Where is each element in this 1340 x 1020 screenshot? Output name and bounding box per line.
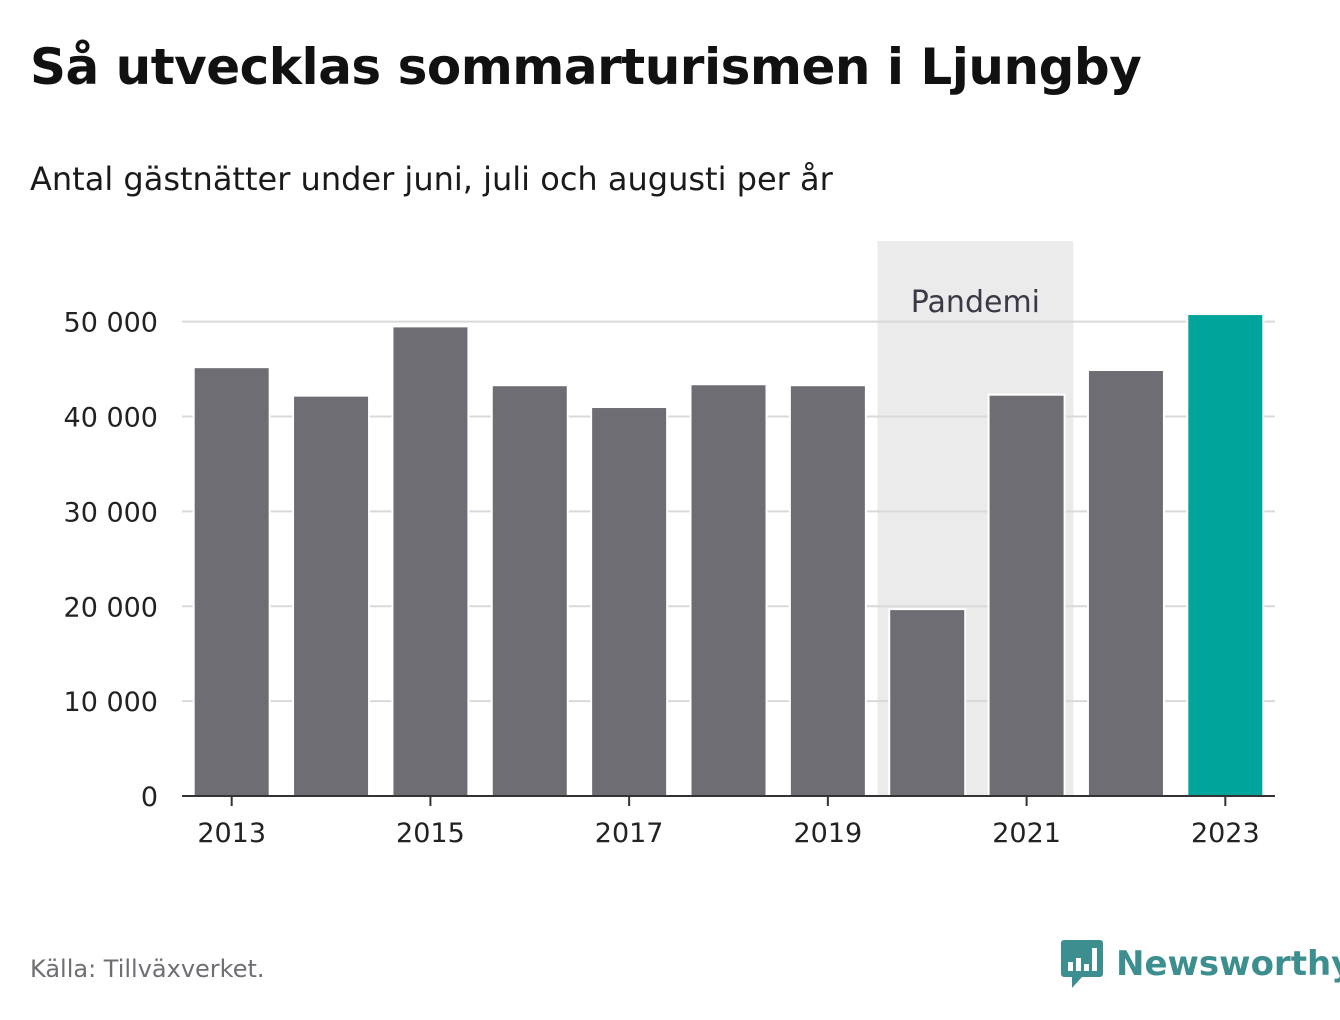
bar-2015 bbox=[391, 325, 470, 797]
pandemic-label: Pandemi bbox=[911, 285, 1040, 320]
axis-layer: 0 10 000 20 000 30 000 40 000 50 000 2013 2015 2… bbox=[64, 308, 1275, 849]
chart-subtitle: Antal gästnätter under juni, juli och au… bbox=[30, 160, 833, 198]
brand-name: Newsworthy bbox=[1116, 944, 1340, 984]
y-tick-label: 0 bbox=[141, 782, 158, 813]
x-tick-label: 2019 bbox=[794, 818, 863, 849]
x-tick-label: 2017 bbox=[595, 818, 664, 849]
bar-2013 bbox=[192, 366, 271, 797]
bar-2020 bbox=[888, 608, 967, 797]
bar-2014 bbox=[292, 394, 371, 797]
y-tick-label: 10 000 bbox=[64, 687, 158, 718]
bar-layer bbox=[192, 313, 1265, 797]
newsworthy-logo-icon bbox=[1061, 940, 1103, 988]
bar-2021 bbox=[987, 393, 1066, 797]
y-tick-label: 20 000 bbox=[64, 592, 158, 623]
x-tick-label: 2021 bbox=[992, 818, 1061, 849]
bar-2018 bbox=[689, 383, 768, 797]
bar-2017 bbox=[590, 406, 669, 797]
y-tick-label: 50 000 bbox=[64, 308, 158, 339]
bar-2023 bbox=[1186, 313, 1265, 797]
y-tick-label: 40 000 bbox=[64, 403, 158, 434]
chart-title: Så utvecklas sommarturismen i Ljungby bbox=[30, 38, 1142, 96]
bar-chart: Pandemi 0 10 000 20 000 30 000 40 000 50 000 2… bbox=[64, 241, 1275, 849]
bar-2019 bbox=[788, 384, 867, 797]
y-tick-label: 30 000 bbox=[64, 497, 158, 528]
x-tick-label: 2023 bbox=[1191, 818, 1260, 849]
brand-logo: Newsworthy bbox=[1060, 938, 1340, 990]
x-tick-label: 2015 bbox=[396, 818, 465, 849]
bar-2022 bbox=[1086, 369, 1165, 797]
source-note: Källa: Tillväxverket. bbox=[30, 955, 265, 983]
x-tick-label: 2013 bbox=[197, 818, 266, 849]
bar-2016 bbox=[490, 384, 569, 797]
